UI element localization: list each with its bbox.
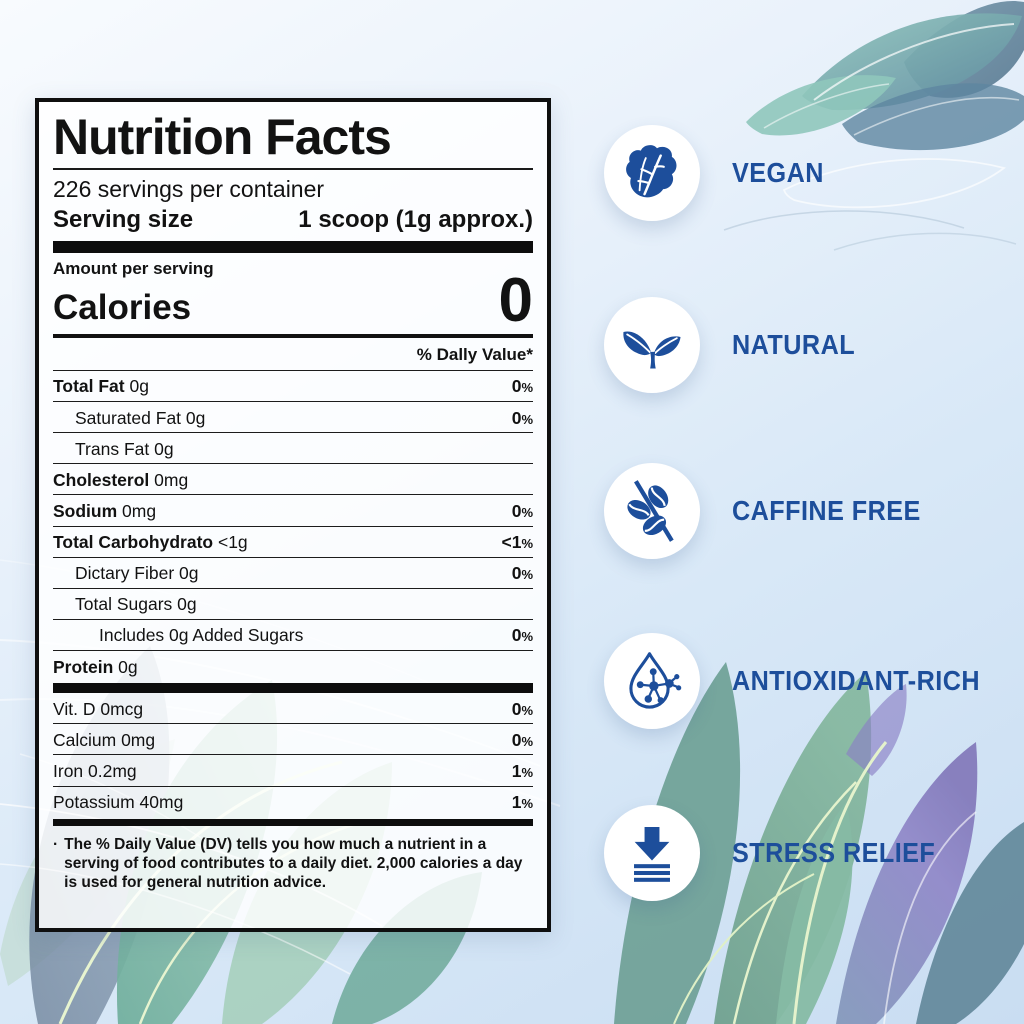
footnote-bullet: · bbox=[53, 835, 59, 853]
nutrient-row-sodium: Sodium 0mg 0% bbox=[53, 494, 533, 525]
nutrient-row-dietary-fiber: Dictary Fiber 0g 0% bbox=[53, 556, 533, 588]
serving-size-row: Serving size 1 scoop (1g approx.) bbox=[53, 206, 533, 234]
nutrient-row-vitamin-d: Vit. D 0mcg 0% bbox=[53, 698, 533, 719]
nutrient-row-total-carbohydrate: Total Carbohydrato <1g <1% bbox=[53, 525, 533, 557]
leafy-greens-icon bbox=[626, 145, 677, 198]
coffee-beans-slash-icon bbox=[627, 480, 674, 542]
badge-circle bbox=[604, 463, 700, 559]
sprout-leaves-icon bbox=[623, 331, 681, 369]
badge-circle bbox=[604, 125, 700, 221]
badge-natural: NATURAL bbox=[604, 297, 869, 393]
amount-per-serving: Amount per serving bbox=[53, 258, 214, 278]
badge-antioxidant-rich: ANTIOXIDANT-RICH bbox=[604, 633, 1008, 729]
badge-caffine-free: CAFFINE FREE bbox=[604, 463, 942, 559]
serving-size-value: 1 scoop (1g approx.) bbox=[298, 205, 533, 233]
nutrient-row-saturated-fat: Saturated Fat 0g 0% bbox=[53, 401, 533, 432]
thick-divider bbox=[53, 818, 533, 826]
down-arrow-lines-icon bbox=[634, 826, 670, 882]
badge-circle bbox=[604, 633, 700, 729]
daily-value-header: % Dally Value* bbox=[416, 344, 533, 364]
nutrient-row-protein: Protein 0g bbox=[53, 650, 533, 681]
divider bbox=[53, 168, 533, 170]
servings-per-container: 226 servings per container bbox=[53, 176, 325, 202]
badge-label: STRESS RELIEF bbox=[732, 837, 936, 868]
calories-label: Calories bbox=[53, 287, 192, 327]
badge-stress-relief: STRESS RELIEF bbox=[604, 805, 958, 901]
nutrient-row-potassium: Potassium 40mg 1% bbox=[53, 785, 533, 817]
badge-circle bbox=[604, 297, 700, 393]
badge-label: CAFFINE FREE bbox=[732, 495, 921, 526]
nutrient-row-trans-fat: Trans Fat 0g bbox=[53, 432, 533, 463]
badge-label: NATURAL bbox=[732, 329, 856, 360]
thick-divider bbox=[53, 683, 533, 694]
nutrient-row-total-sugars: Total Sugars 0g bbox=[53, 587, 533, 619]
nutrient-row-calcium: Calcium 0mg 0% bbox=[53, 723, 533, 754]
serving-size-label: Serving size bbox=[53, 205, 194, 233]
badge-circle bbox=[604, 805, 700, 901]
badge-vegan: VEGAN bbox=[604, 125, 834, 221]
droplet-molecule-icon bbox=[629, 652, 682, 709]
nutrition-facts-title: Nutrition Facts bbox=[53, 109, 392, 165]
badge-label: ANTIOXIDANT-RICH bbox=[732, 665, 980, 696]
calories-value: 0 bbox=[498, 265, 533, 335]
nutrient-row-iron: Iron 0.2mg 1% bbox=[53, 754, 533, 785]
nutrient-row-added-sugars: Includes 0g Added Sugars 0% bbox=[53, 618, 533, 650]
badge-label: VEGAN bbox=[732, 157, 824, 188]
nutrition-facts-label: Nutrition Facts 226 servings per contain… bbox=[35, 98, 551, 932]
nutrient-row-cholesterol: Cholesterol 0mg bbox=[53, 463, 533, 494]
divider bbox=[53, 333, 533, 338]
thick-divider bbox=[53, 240, 533, 253]
nutrient-row-total-fat: Total Fat 0g 0% bbox=[53, 369, 533, 401]
daily-value-footnote: · The % Daily Value (DV) tells you how m… bbox=[53, 835, 533, 893]
calories-row: Calories 0 bbox=[53, 265, 533, 335]
footnote-text: The % Daily Value (DV) tells you how muc… bbox=[64, 835, 523, 892]
